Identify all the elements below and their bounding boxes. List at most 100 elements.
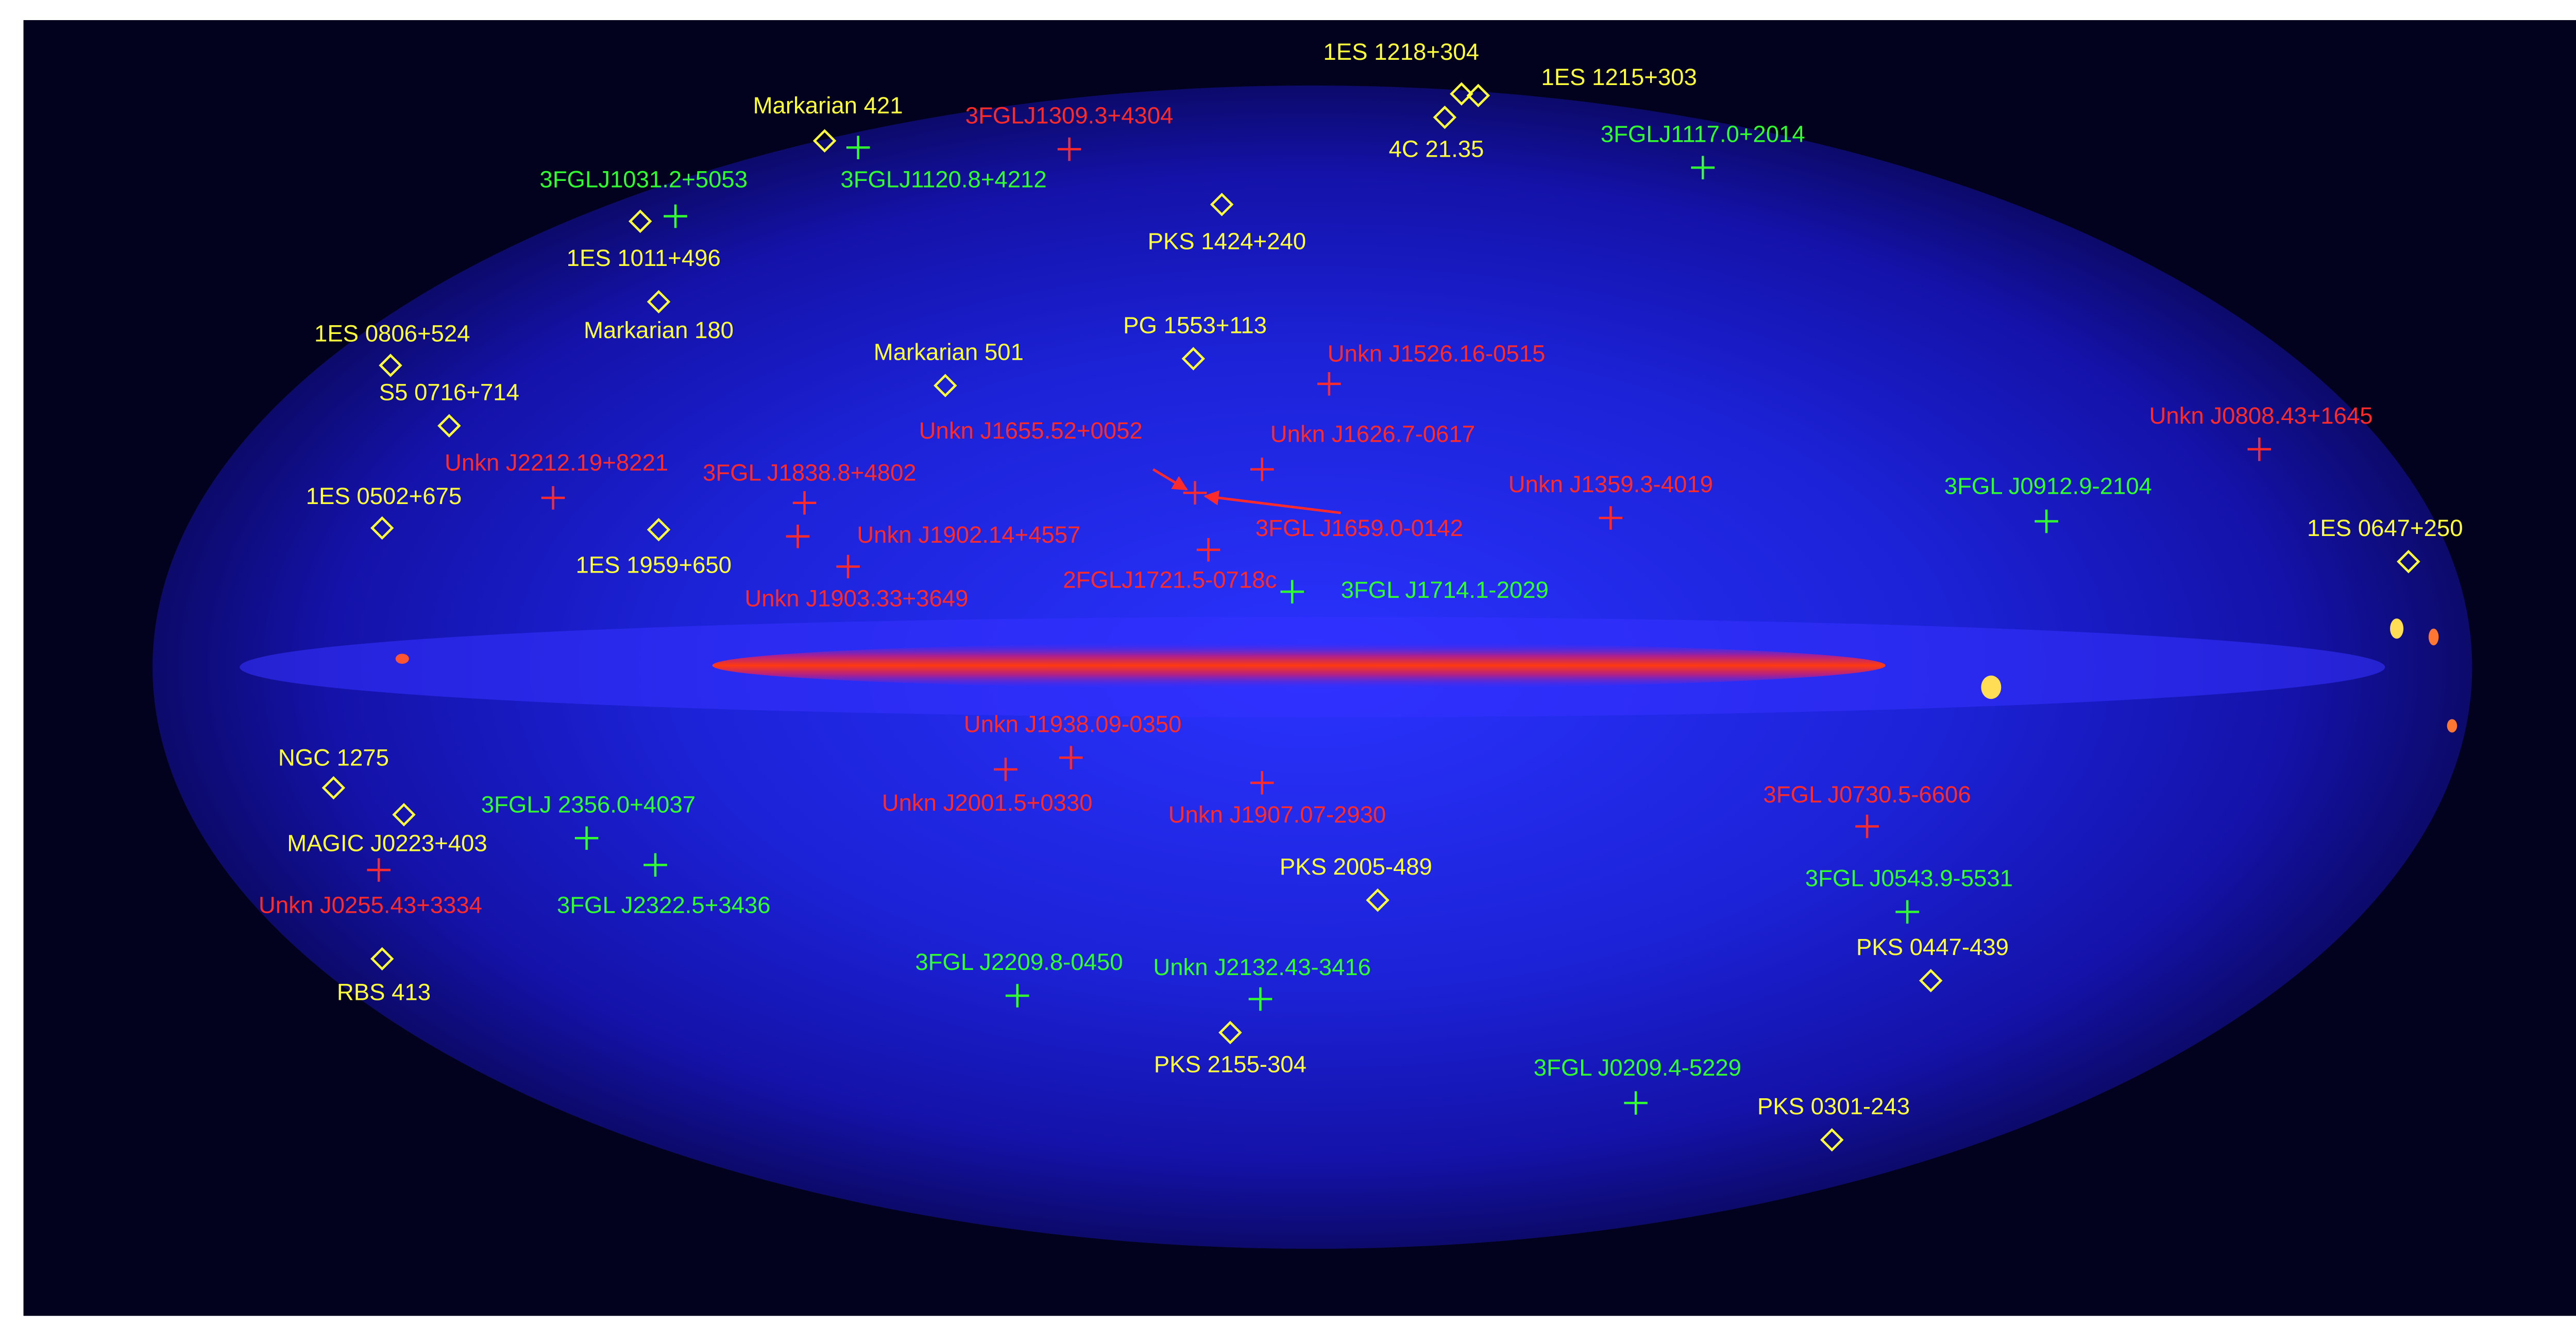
pointer-arrow — [1204, 490, 1341, 514]
source-label: Markarian 501 — [874, 339, 1024, 365]
source-cross — [1855, 814, 1879, 839]
source-cross — [1183, 481, 1207, 505]
source-diamond — [379, 354, 402, 377]
source-label: 1ES 1011+496 — [567, 245, 721, 271]
source-diamond — [628, 209, 652, 233]
source-label: 3FGLJ1031.2+5053 — [539, 166, 748, 192]
source-cross — [1280, 580, 1304, 604]
source-cross — [541, 486, 565, 510]
source-label: S5 0716+714 — [379, 379, 519, 405]
bright-source — [2428, 628, 2439, 646]
source-cross — [1248, 987, 1273, 1011]
source-label: 2FGLJ1721.5-0718c — [1063, 567, 1277, 593]
source-cross — [836, 555, 860, 579]
source-cross — [792, 491, 817, 515]
source-cross — [1691, 156, 1715, 180]
source-label: Unkn J2132.43-3416 — [1153, 954, 1371, 980]
source-diamond — [1450, 82, 1473, 106]
source-cross — [786, 525, 810, 548]
bright-source — [1981, 675, 2002, 699]
source-label: 3FGL J1714.1-2029 — [1341, 577, 1549, 603]
source-label: Unkn J2212.19+8221 — [445, 449, 668, 476]
source-diamond — [934, 374, 957, 397]
source-cross — [2035, 509, 2058, 533]
source-cross — [1599, 506, 1623, 530]
source-label: PKS 0447-439 — [1856, 934, 2009, 960]
source-cross — [574, 826, 599, 850]
source-cross — [1005, 984, 1029, 1008]
source-label: 1ES 1959+650 — [576, 551, 732, 578]
source-cross — [1624, 1091, 1648, 1115]
source-cross — [1250, 457, 1274, 481]
source-label: 3FGL J1838.8+4802 — [703, 459, 917, 485]
source-diamond — [370, 947, 394, 971]
source-label: 1ES 0502+675 — [306, 483, 462, 509]
source-label: 3FGLJ1309.3+4304 — [965, 103, 1174, 129]
source-label: 3FGLJ 2356.0+4037 — [481, 791, 696, 817]
source-diamond — [1820, 1128, 1844, 1152]
source-diamond — [1181, 347, 1206, 371]
source-diamond — [1366, 888, 1389, 912]
source-diamond — [647, 518, 671, 542]
source-label: Unkn J1938.09-0350 — [964, 711, 1182, 737]
source-cross — [1196, 538, 1221, 562]
source-label: Unkn J1626.7-0617 — [1270, 421, 1475, 447]
source-diamond — [437, 414, 461, 438]
source-label: PKS 0301-243 — [1757, 1093, 1910, 1119]
bright-source — [2390, 618, 2404, 639]
source-label: NGC 1275 — [278, 744, 389, 770]
source-label: 3FGL J2209.8-0450 — [915, 949, 1123, 975]
bright-source — [395, 653, 409, 664]
source-diamond — [370, 516, 394, 540]
source-label: PKS 2155-304 — [1154, 1051, 1307, 1078]
source-label: Unkn J1902.14+4557 — [857, 522, 1080, 548]
source-label: 1ES 0806+524 — [314, 321, 470, 347]
source-diamond — [1466, 83, 1490, 108]
source-cross — [1059, 746, 1083, 769]
source-label: RBS 413 — [337, 979, 431, 1005]
source-cross — [367, 858, 391, 882]
source-label: 4C 21.35 — [1389, 136, 1484, 162]
source-diamond — [392, 802, 416, 827]
source-label: Unkn J1907.07-2930 — [1168, 801, 1386, 828]
source-cross — [994, 758, 1018, 781]
source-label: Unkn J1526.16-0515 — [1328, 341, 1546, 367]
galactic-plane — [712, 642, 1886, 689]
source-label: 3FGL J0912.9-2104 — [1944, 473, 2152, 499]
source-diamond — [321, 776, 346, 800]
source-label: Unkn J2001.5+0330 — [882, 790, 1093, 816]
source-label: 1ES 1215+303 — [1541, 64, 1697, 90]
source-label: Unkn J0255.43+3334 — [259, 892, 482, 918]
source-label: 3FGL J0730.5-6606 — [1763, 781, 1971, 808]
source-cross — [846, 136, 870, 159]
source-label: Unkn J1655.52+0052 — [919, 417, 1143, 444]
pointer-arrow — [1152, 468, 1188, 491]
source-cross — [2247, 437, 2272, 461]
source-label: PKS 1424+240 — [1148, 228, 1307, 255]
source-label: 3FGL J2322.5+3436 — [557, 892, 771, 918]
source-diamond — [1218, 1020, 1242, 1045]
source-label: PKS 2005-489 — [1280, 853, 1432, 880]
source-cross — [1057, 137, 1081, 161]
source-diamond — [1433, 105, 1456, 129]
source-diamond — [812, 129, 837, 153]
source-label: 3FGLJ1120.8+4212 — [840, 166, 1046, 192]
source-diamond — [1919, 968, 1943, 993]
source-label: 3FGL J0543.9-5531 — [1805, 865, 2013, 892]
source-label: MAGIC J0223+403 — [287, 830, 487, 856]
source-label: 3FGLJ1117.0+2014 — [1601, 121, 1805, 147]
source-cross — [1250, 771, 1274, 795]
bright-source — [2447, 719, 2458, 733]
source-label: 1ES 1218+304 — [1323, 39, 1479, 65]
source-label: Markarian 180 — [584, 317, 734, 343]
source-label: Markarian 421 — [753, 92, 903, 119]
source-cross — [1317, 372, 1341, 396]
source-label: Unkn J1903.33+3649 — [744, 585, 968, 611]
source-diamond — [2397, 549, 2420, 574]
source-label: 3FGL J1659.0-0142 — [1256, 515, 1463, 541]
source-label: 1ES 0647+250 — [2307, 515, 2463, 541]
source-label: Unkn J1359.3-4019 — [1509, 471, 1713, 497]
source-cross — [1895, 900, 1919, 924]
